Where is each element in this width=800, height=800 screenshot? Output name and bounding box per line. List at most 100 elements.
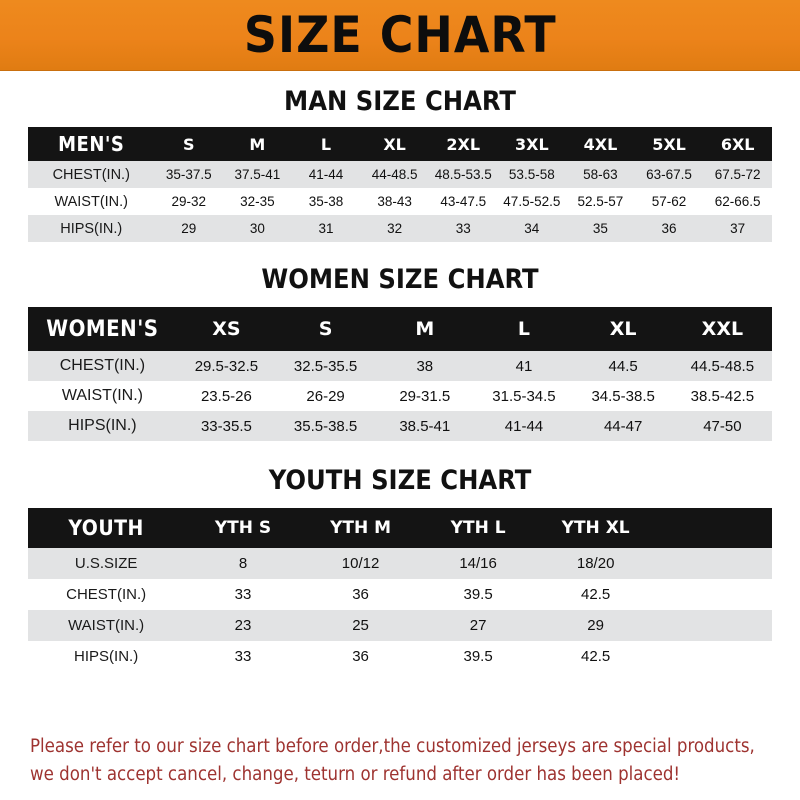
men-column-header-s: S: [183, 134, 195, 154]
youth-cell: 18/20: [576, 555, 615, 572]
youth-table-body: U.S.SIZE 8 10/12 14/16 18/20 CHEST(IN.) 33 36 39…: [28, 548, 772, 672]
men-column-header-3xl: 3XL: [514, 134, 549, 154]
men-cell: 32: [387, 221, 403, 236]
women-column-header-s: S: [318, 318, 333, 340]
women-cell: 33-35.5: [200, 417, 252, 435]
women-cell: 32.5-35.5: [293, 357, 358, 375]
men-cell: 52.5-57: [577, 194, 624, 209]
women-cell: 34.5-38.5: [591, 387, 655, 405]
youth-cell: [654, 548, 772, 579]
youth-cell: 42.5: [581, 648, 611, 665]
men-corner-label: MEN'S: [58, 132, 125, 156]
men-cell: 35: [592, 221, 608, 236]
table-row: HIPS(IN.) 33 36 39.5 42.5: [28, 641, 772, 672]
men-cell: 35-37.5: [165, 167, 212, 182]
men-size-table: MEN'S S M L XL 2XL 3XL 4XL 5XL 6XL CHEST(IN.) 35-3…: [28, 127, 772, 242]
youth-cell: 25: [352, 617, 369, 634]
men-cell: 47.5-52.5: [503, 194, 561, 209]
men-cell: 57-62: [651, 194, 687, 209]
men-cell: 53.5-58: [508, 167, 555, 182]
women-cell: 38.5-42.5: [690, 387, 755, 405]
table-header-row: YOUTH YTH S YTH M YTH L YTH XL: [28, 508, 772, 548]
men-cell: 67.5-72: [714, 167, 761, 182]
women-cell: 38: [416, 357, 434, 375]
youth-column-header-yth-xl: YTH XL: [561, 518, 630, 538]
youth-table-wrapper: YOUTH YTH S YTH M YTH L YTH XL U.S.SIZE 8 10/1…: [28, 508, 772, 672]
table-row: CHEST(IN.) 35-37.5 37.5-41 41-44 44-48.5 48.5…: [28, 161, 772, 188]
youth-row-label: U.S.SIZE: [74, 555, 138, 572]
youth-cell: [654, 610, 772, 641]
women-table-body: CHEST(IN.) 29.5-32.5 32.5-35.5 38 41 44.5 44.5…: [28, 351, 772, 441]
section-title-youth: YOUTH SIZE CHART: [268, 465, 532, 496]
men-cell: 29-32: [171, 194, 207, 209]
men-row-label: WAIST(IN.): [54, 193, 129, 210]
men-cell: 35-38: [308, 194, 344, 209]
men-cell: 36: [661, 221, 677, 236]
table-row: WAIST(IN.) 23.5-26 26-29 29-31.5 31.5-34.5 34…: [28, 381, 772, 411]
order-disclaimer: Please refer to our size chart before or…: [0, 733, 800, 790]
men-column-header-5xl: 5XL: [652, 134, 686, 154]
women-table-wrapper: WOMEN'S XS S M L XL XXL CHEST(IN.) 29.5-32.5 32.…: [28, 307, 772, 441]
women-cell: 38.5-41: [399, 417, 451, 435]
table-row: CHEST(IN.) 29.5-32.5 32.5-35.5 38 41 44.5 44.5…: [28, 351, 772, 381]
women-cell: 41-44: [504, 417, 544, 435]
women-cell: 29.5-32.5: [194, 357, 259, 375]
table-header-row: WOMEN'S XS S M L XL XXL: [28, 307, 772, 351]
women-table-head: WOMEN'S XS S M L XL XXL: [28, 307, 772, 351]
youth-table-head: YOUTH YTH S YTH M YTH L YTH XL: [28, 508, 772, 548]
men-cell: 37: [730, 221, 746, 236]
youth-cell: 36: [352, 586, 369, 603]
youth-cell: 33: [234, 586, 252, 603]
youth-cell: 36: [352, 648, 369, 665]
section-title-man: MAN SIZE CHART: [284, 86, 516, 117]
youth-column-header-yth-m: YTH M: [330, 518, 392, 538]
youth-cell: 8: [238, 555, 248, 572]
youth-cell: 39.5: [463, 648, 493, 665]
youth-row-label: WAIST(IN.): [68, 617, 145, 634]
men-column-header-m: M: [249, 134, 266, 154]
youth-cell: 14/16: [459, 555, 497, 572]
table-row: CHEST(IN.) 33 36 39.5 42.5: [28, 579, 772, 610]
men-cell: 34: [524, 221, 540, 236]
youth-column-header-yth-s: YTH S: [214, 518, 272, 538]
men-cell: 44-48.5: [371, 167, 418, 182]
youth-cell: 33: [234, 648, 252, 665]
men-cell: 37.5-41: [234, 167, 281, 182]
women-corner-label: WOMEN'S: [46, 316, 159, 342]
men-cell: 43-47.5: [440, 194, 487, 209]
disclaimer-line-2: we don't accept cancel, change, teturn o…: [30, 764, 681, 786]
table-row: HIPS(IN.) 33-35.5 35.5-38.5 38.5-41 41-44 44-…: [28, 411, 772, 441]
women-cell: 26-29: [306, 387, 345, 405]
youth-cell: 23: [234, 617, 252, 634]
women-row-label: HIPS(IN.): [68, 417, 137, 434]
men-cell: 38-43: [377, 194, 412, 209]
table-header-row: MEN'S S M L XL 2XL 3XL 4XL 5XL 6XL: [28, 127, 772, 161]
table-row: HIPS(IN.) 29 30 31 32 33 34 35 36 37: [28, 215, 772, 242]
men-cell: 41-44: [308, 167, 344, 182]
youth-column-header-yth-l: YTH L: [450, 518, 506, 538]
men-cell: 63-67.5: [646, 167, 692, 182]
youth-cell: 10/12: [341, 555, 380, 572]
women-cell: 31.5-34.5: [492, 387, 556, 405]
youth-cell: 39.5: [463, 586, 493, 603]
women-row-label: WAIST(IN.): [61, 387, 143, 404]
table-row: WAIST(IN.) 23 25 27 29: [28, 610, 772, 641]
men-row-label: HIPS(IN.): [60, 220, 123, 237]
section-title-women: WOMEN SIZE CHART: [261, 264, 539, 295]
youth-cell: [654, 641, 772, 672]
youth-cell: 42.5: [581, 586, 611, 603]
women-cell: 44.5: [608, 357, 638, 375]
men-cell: 33: [455, 221, 471, 236]
men-cell: 58-63: [583, 167, 618, 182]
men-cell: 32-35: [240, 194, 275, 209]
table-row: U.S.SIZE 8 10/12 14/16 18/20: [28, 548, 772, 579]
men-column-header-6xl: 6XL: [720, 134, 755, 154]
women-row-label: CHEST(IN.): [59, 357, 146, 374]
men-column-header-4xl: 4XL: [583, 134, 618, 154]
youth-cell: [654, 579, 772, 610]
youth-column-header-blank-4: [654, 508, 772, 548]
page-title: SIZE CHART: [243, 6, 557, 64]
men-cell: 62-66.5: [714, 194, 761, 209]
men-table-body: CHEST(IN.) 35-37.5 37.5-41 41-44 44-48.5 48.5…: [28, 161, 772, 242]
men-table-wrapper: MEN'S S M L XL 2XL 3XL 4XL 5XL 6XL CHEST(IN.) 35-3…: [28, 127, 772, 242]
